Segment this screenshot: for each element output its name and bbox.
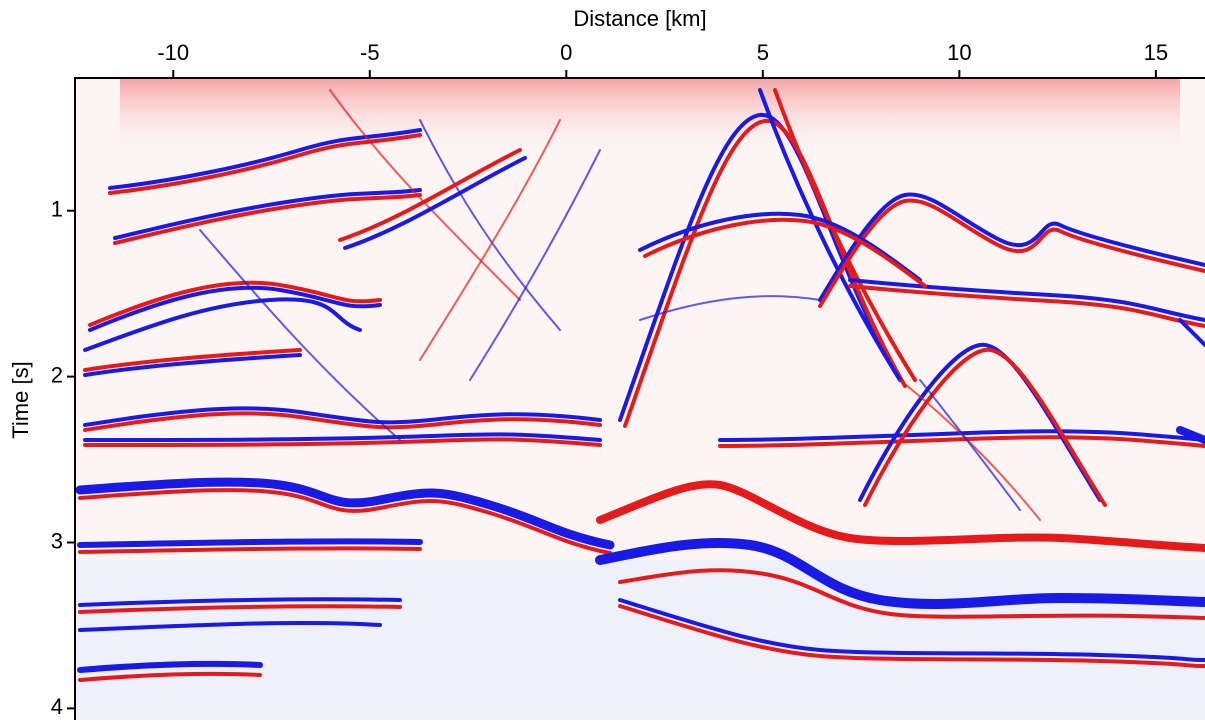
x-tick-label: -5 bbox=[360, 40, 380, 65]
x-tick-label: 0 bbox=[560, 40, 572, 65]
y-tick-label: 2 bbox=[51, 362, 63, 387]
top-noise bbox=[120, 78, 1180, 158]
lower-texture bbox=[75, 560, 1205, 720]
x-tick-label: -10 bbox=[157, 40, 189, 65]
x-tick-label: 15 bbox=[1144, 40, 1168, 65]
x-tick-label: 5 bbox=[757, 40, 769, 65]
y-tick-label: 3 bbox=[51, 528, 63, 553]
x-axis-label: Distance [km] bbox=[573, 6, 706, 31]
y-axis-label: Time [s] bbox=[8, 361, 33, 438]
seismic-image bbox=[75, 78, 1205, 720]
chart: Distance [km] Time [s] -10 -5 0 5 10 15 1 2 3 4 bbox=[0, 0, 1205, 725]
x-tick-label: 10 bbox=[947, 40, 971, 65]
y-tick-label: 1 bbox=[51, 197, 63, 222]
y-tick-label: 4 bbox=[51, 694, 63, 719]
